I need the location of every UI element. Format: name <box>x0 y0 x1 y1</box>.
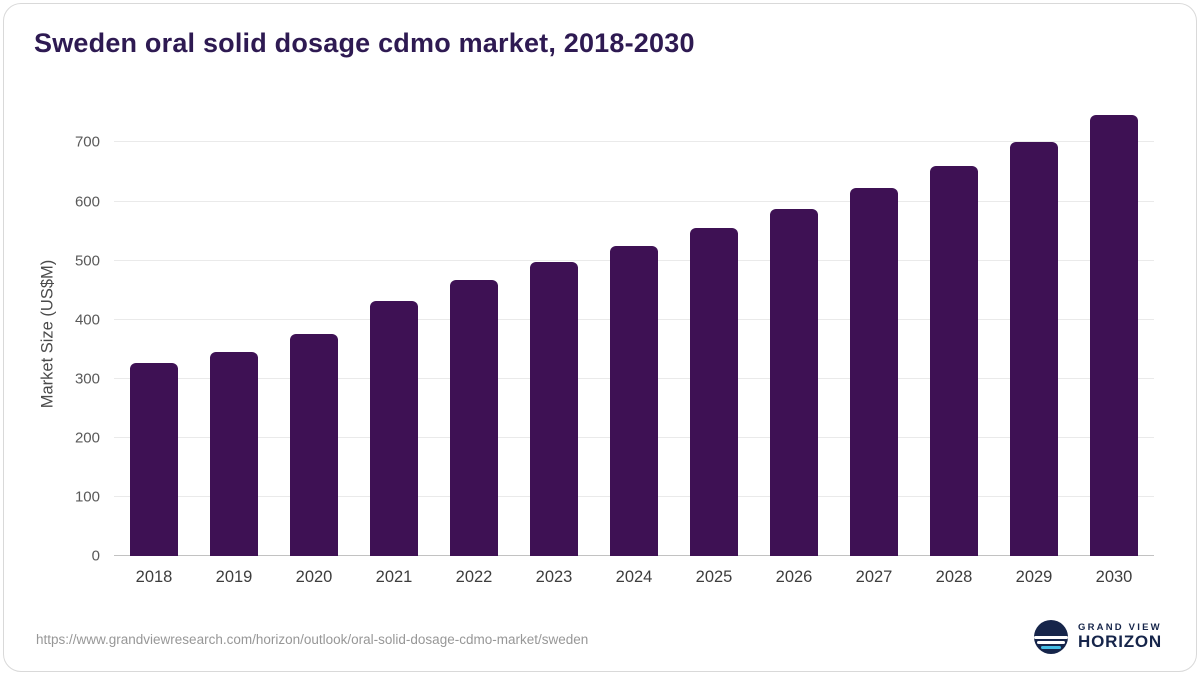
bar-2025 <box>690 228 738 556</box>
y-axis-title: Market Size (US$M) <box>38 259 57 409</box>
bar-slot <box>1074 107 1154 556</box>
x-tick-label: 2021 <box>375 568 413 586</box>
gridline <box>114 141 1154 143</box>
bar-slot <box>354 107 434 556</box>
bar-2023 <box>530 262 578 556</box>
y-tick-label: 700 <box>74 133 100 151</box>
x-tick-label: 2024 <box>615 568 653 586</box>
y-tick-label: 0 <box>91 547 100 565</box>
grand-view-horizon-logo: GRAND VIEW HORIZON <box>1033 619 1162 655</box>
bar-2026 <box>770 209 818 556</box>
x-tick-label: 2023 <box>535 568 573 586</box>
x-tick-label: 2025 <box>695 568 733 586</box>
chart-title: Sweden oral solid dosage cdmo market, 20… <box>34 28 695 58</box>
bar-slot <box>994 107 1074 556</box>
y-tick-label: 100 <box>74 488 100 506</box>
bar-slot <box>434 107 514 556</box>
x-tick-label: 2022 <box>455 568 493 586</box>
bar-2024 <box>610 246 658 556</box>
logo-text-grand-view: GRAND VIEW <box>1078 622 1162 634</box>
horizon-logo-icon <box>1033 619 1069 655</box>
bar-slot <box>754 107 834 556</box>
bar-slot <box>194 107 274 556</box>
bar-slot <box>594 107 674 556</box>
y-tick-label: 300 <box>74 370 100 388</box>
bar-2019 <box>210 352 258 556</box>
bar-slot <box>674 107 754 556</box>
bar-2028 <box>930 166 978 556</box>
bar-slot <box>914 107 994 556</box>
bar-slot <box>834 107 914 556</box>
bar-slot <box>274 107 354 556</box>
gridline <box>114 200 1154 202</box>
logo-text-horizon: HORIZON <box>1078 632 1162 652</box>
bar-slot <box>514 107 594 556</box>
bar-2022 <box>450 279 498 556</box>
x-tick-label: 2030 <box>1095 568 1133 586</box>
x-tick-label: 2026 <box>775 568 813 586</box>
x-tick-label: 2018 <box>135 568 173 586</box>
bar-2020 <box>290 334 338 556</box>
bar-slot <box>114 107 194 556</box>
x-tick-label: 2020 <box>295 568 333 586</box>
y-tick-label: 400 <box>74 311 100 329</box>
bar-2029 <box>1010 141 1058 556</box>
plot-area: 0 100 200 300 400 500 600 700 2018 2019 2020 2021 2… <box>75 107 1154 586</box>
y-tick-label: 600 <box>74 193 100 211</box>
bar-2021 <box>370 300 418 556</box>
bars <box>114 107 1154 556</box>
bar-2018 <box>130 362 178 556</box>
bar-2030 <box>1090 114 1138 556</box>
x-labels: 2018 2019 2020 2021 2022 2023 2024 2025 2026 2027… <box>114 568 1154 587</box>
logo-text: GRAND VIEW HORIZON <box>1078 623 1162 651</box>
y-tick-label: 500 <box>74 252 100 270</box>
y-tick-label: 200 <box>74 429 100 447</box>
chart-card: Sweden oral solid dosage cdmo market, 20… <box>3 3 1197 672</box>
bar-2027 <box>850 187 898 556</box>
x-tick-label: 2027 <box>855 568 893 586</box>
source-url: https://www.grandviewresearch.com/horizo… <box>36 632 589 647</box>
x-tick-label: 2019 <box>215 568 253 586</box>
x-tick-label: 2028 <box>935 568 973 586</box>
x-tick-label: 2029 <box>1015 568 1053 586</box>
